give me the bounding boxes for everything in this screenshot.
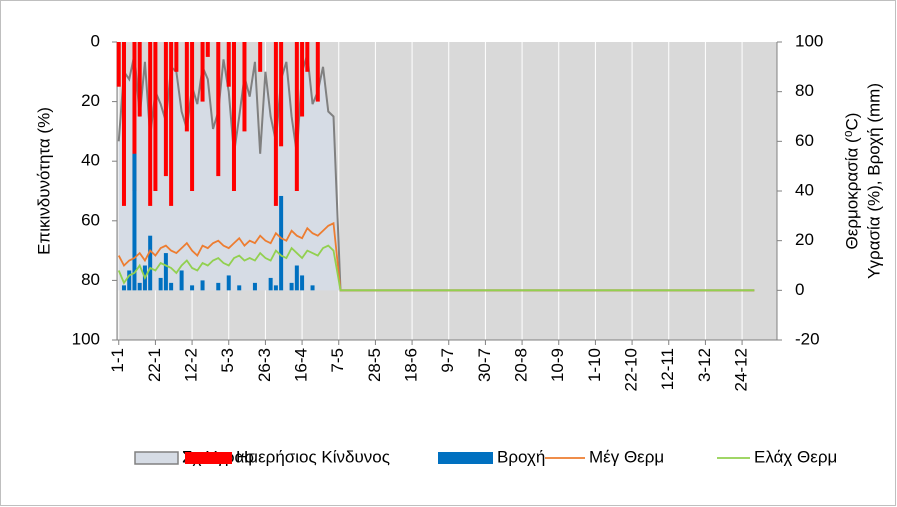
bar [200,42,205,102]
legend-label: Ελάχ Θερμ [754,447,837,466]
y2-tick-label: 80 [795,81,814,100]
y2-tick-label: 20 [795,230,814,249]
bar [237,285,242,291]
bar [127,270,132,291]
y-tick-label: 40 [81,151,100,170]
y-tick-label: 80 [81,270,100,289]
bar [300,42,305,117]
bar [252,282,257,291]
x-tick-label: 16-4 [292,348,311,382]
y2-tick-label: 0 [795,280,804,299]
bar [200,280,205,291]
legend-label: Βροχή [497,447,545,466]
y2-axis-title: Θερμοκρασία (⁰C) [842,113,861,250]
x-tick-label: 1-1 [108,348,127,373]
bar [242,42,247,132]
bar [121,285,126,291]
bar [305,42,310,72]
line [117,244,755,292]
bar [163,253,168,291]
bar [205,42,210,57]
bar [121,42,126,206]
x-tick-label: 22-10 [622,348,641,391]
bar [273,42,278,206]
y-tick-label: 0 [91,31,100,50]
bar [226,42,231,87]
bar [184,42,189,132]
bar [268,277,273,291]
bar [294,265,299,291]
legend-swatch [134,451,179,465]
bar [137,42,142,117]
bar [258,42,263,72]
bar [132,153,137,291]
y2-axis-title: Υγρασία (%), Βροχή (mm) [864,83,883,279]
x-tick-label: 9-7 [438,348,457,373]
bar [294,42,299,191]
x-tick-label: 1-10 [585,348,604,382]
bar [169,282,174,291]
y2-tick-label: 100 [795,31,823,50]
y-axis-title: Επικινδυνότητα (%) [34,107,53,255]
bar [132,42,137,191]
bar [116,42,121,87]
x-tick-label: 5-3 [218,348,237,373]
bar [153,42,158,191]
bar [279,42,284,147]
y-tick-label: 20 [81,91,100,110]
bar [315,42,320,102]
bar [310,285,315,291]
legend-swatch [185,452,232,464]
area [118,54,755,291]
y2-tick-label: -20 [795,329,820,348]
bar [190,42,195,191]
bar [216,42,221,177]
x-tick-label: 22-1 [145,348,164,382]
y-tick-label: 60 [81,210,100,229]
x-tick-label: 18-6 [402,348,421,382]
bar [190,285,195,291]
bar [137,282,142,291]
y-tick-label: 100 [72,329,100,348]
x-tick-label: 24-12 [732,348,751,391]
x-tick-label: 20-8 [512,348,531,382]
bar [148,235,153,291]
bar [279,195,284,291]
x-tick-label: 3-12 [695,348,714,382]
legend-swatch [438,452,493,464]
x-tick-label: 12-2 [182,348,201,382]
bar [179,270,184,291]
legend-label: Μέγ Θερμ [589,447,664,466]
legend-label: Ημερήσιος Κίνδυνος [236,447,390,466]
bar [300,275,305,291]
y2-tick-label: 40 [795,180,814,199]
x-tick-label: 26-3 [255,348,274,382]
bar [169,42,174,206]
bar [158,277,163,291]
bar [231,42,236,191]
x-tick-label: 12-11 [658,348,677,390]
x-tick-label: 28-5 [365,348,384,382]
bar [174,42,179,72]
bar [273,285,278,291]
bar [163,42,168,177]
x-tick-label: 30-7 [475,348,494,382]
x-tick-label: 10-9 [548,348,567,382]
bar [148,42,153,206]
x-tick-label: 7-5 [328,348,347,373]
y2-tick-label: 60 [795,131,814,150]
bar [289,282,294,291]
bar [226,275,231,291]
bar [216,282,221,291]
line [117,221,755,292]
